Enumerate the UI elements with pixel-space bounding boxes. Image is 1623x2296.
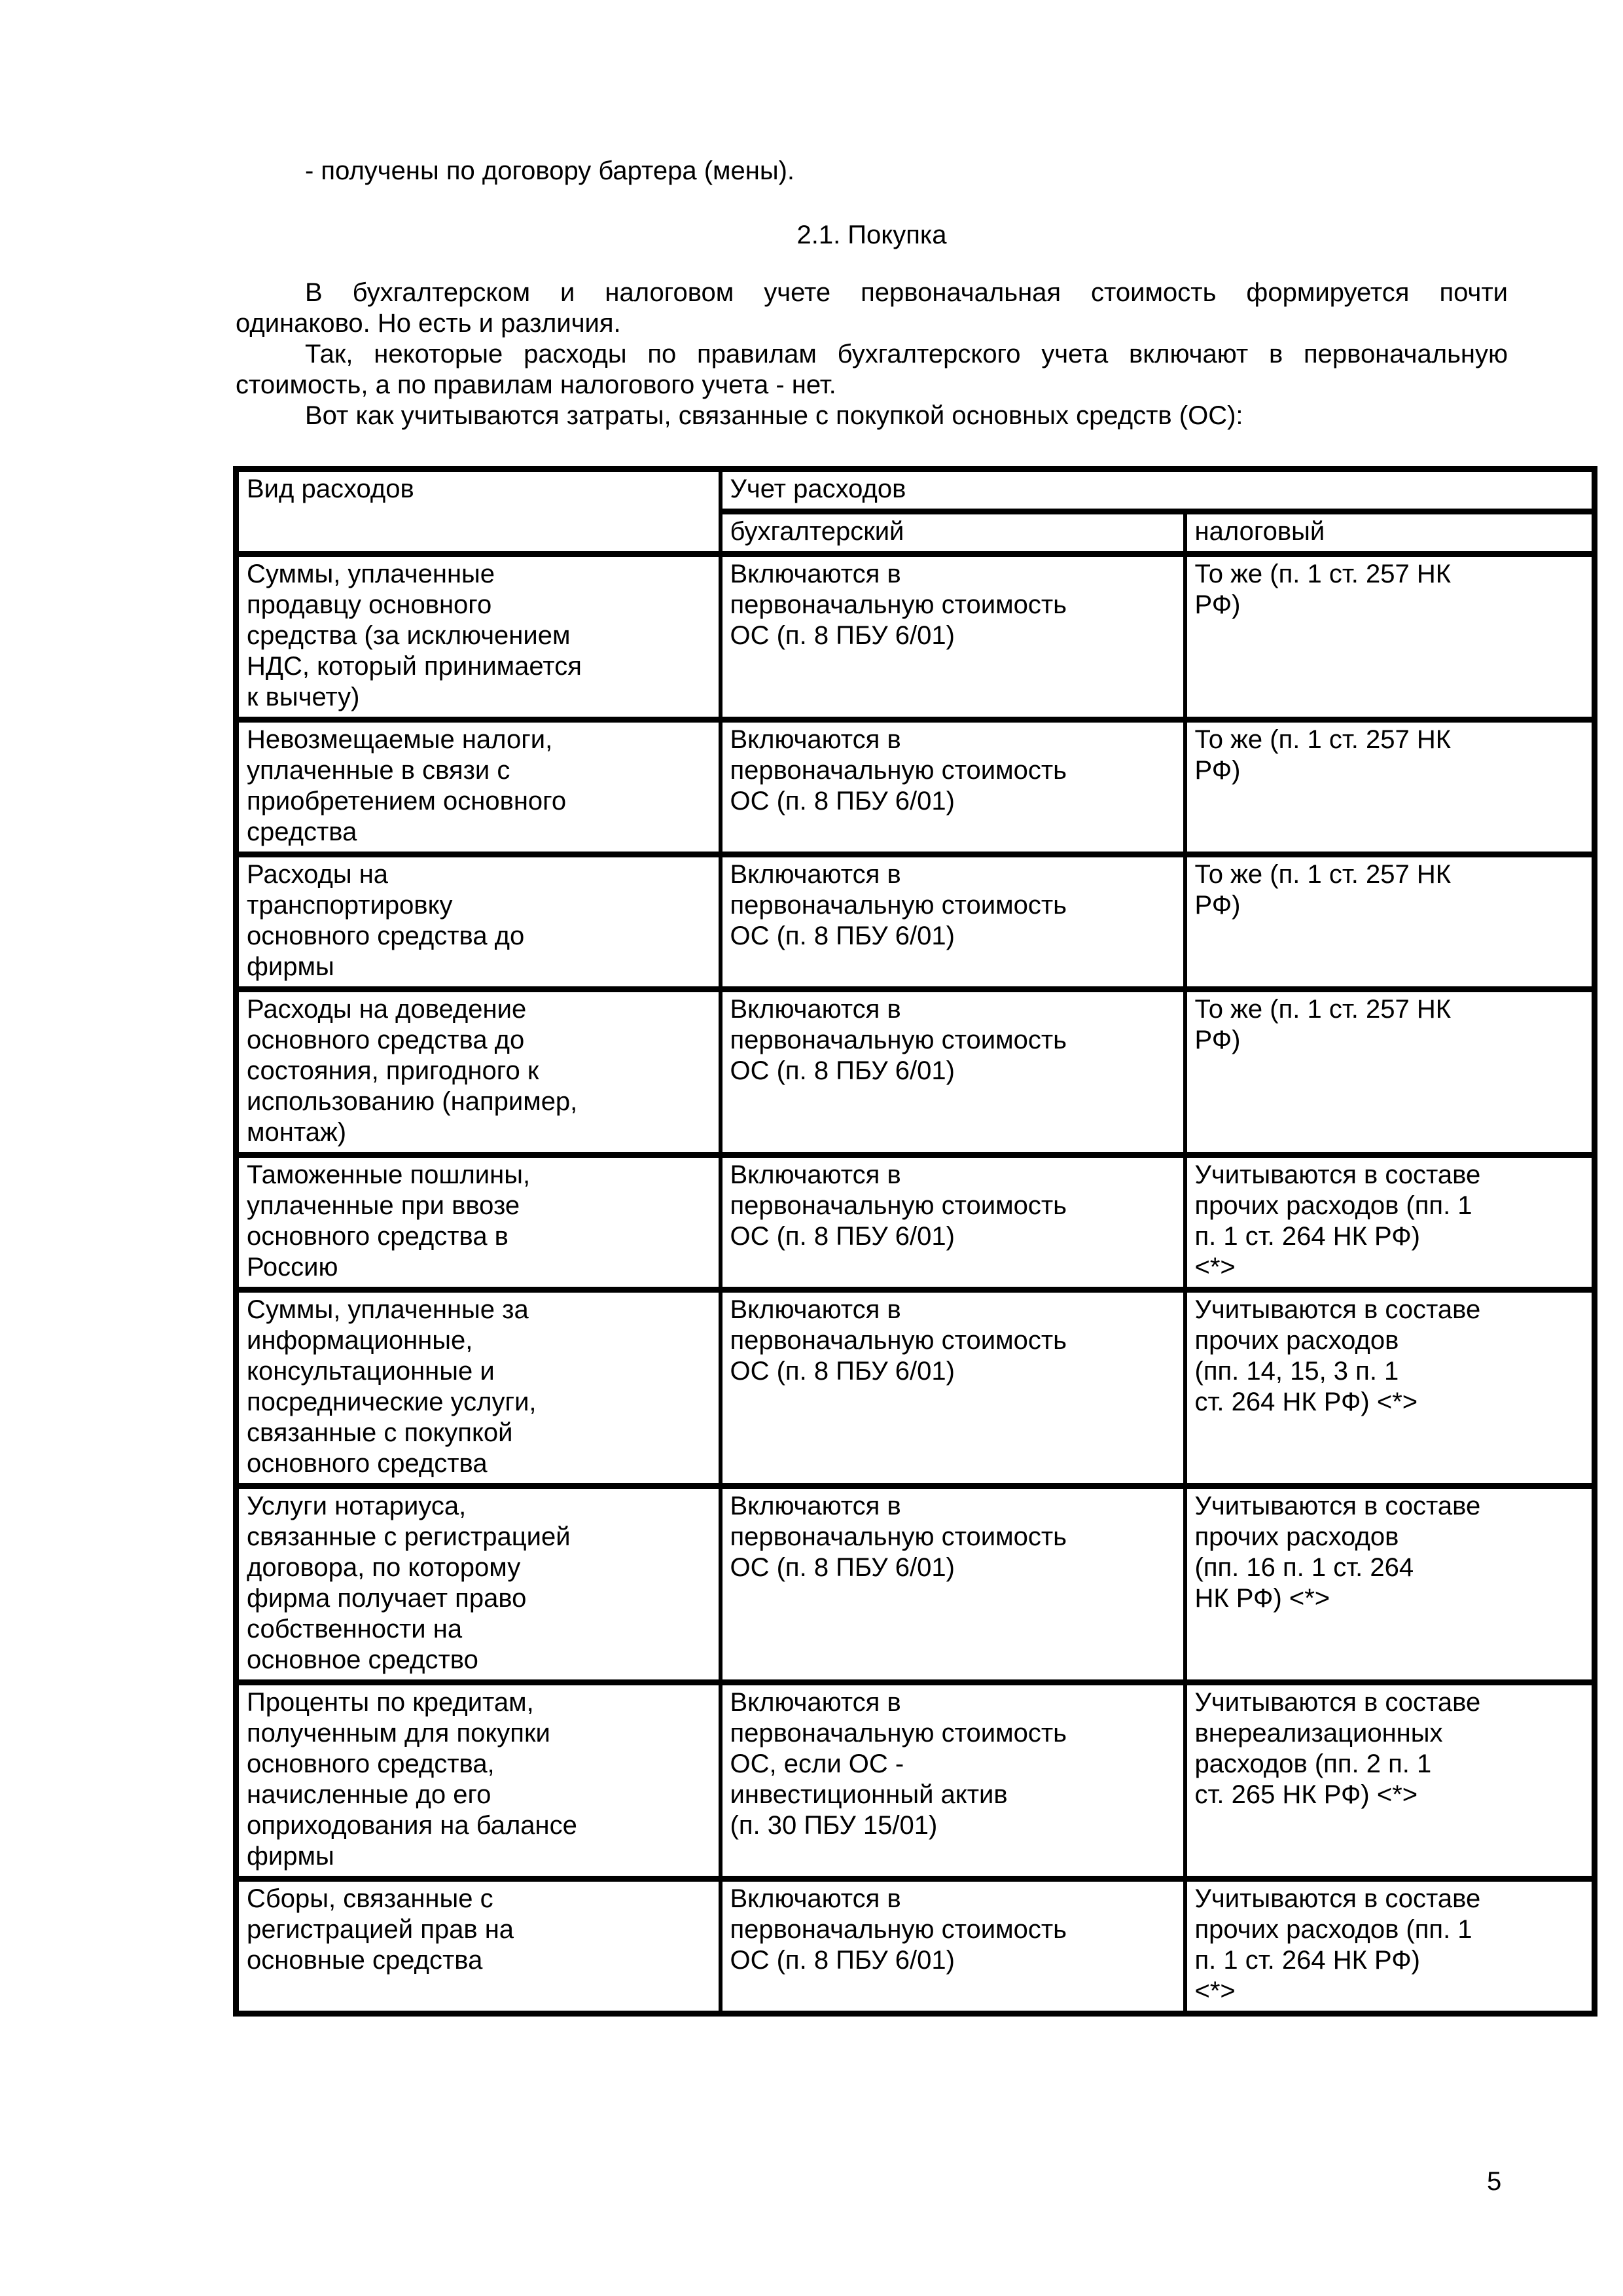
paragraph-line: одинаково. Но есть и различия. <box>236 309 621 338</box>
cell-tax-treatment: Учитываются в составе внереализационных … <box>1183 1679 1597 1882</box>
paragraph-line: стоимость, а по правилам налогового учет… <box>236 370 836 399</box>
body-paragraphs: В бухгалтерском и налоговом учете первон… <box>236 278 1508 431</box>
table-row: Расходы на доведение основного средства … <box>234 986 1597 1158</box>
cell-tax-treatment: То же (п. 1 ст. 257 НК РФ) <box>1183 717 1597 857</box>
cell-accounting-treatment: Включаются в первоначальную стоимость ОС… <box>718 852 1187 992</box>
cell-expense: Суммы, уплаченные за информационные, кон… <box>234 1287 722 1489</box>
paragraph-line: Вот как учитываются затраты, связанные с… <box>305 401 1243 430</box>
cell-tax-treatment: То же (п. 1 ст. 257 НК РФ) <box>1183 551 1597 723</box>
table-subheader-row: бухгалтерский налоговый <box>236 509 1597 557</box>
cell-accounting-treatment: Включаются в первоначальную стоимость ОС… <box>718 717 1187 857</box>
table-row: Расходы на транспортировку основного сре… <box>234 852 1597 992</box>
header-cell-accounting: бухгалтерский <box>718 509 1187 557</box>
cell-expense: Невозмещаемые налоги, уплаченные в связи… <box>234 717 722 857</box>
bullet-line: - получены по договору бартера (мены). <box>305 156 795 185</box>
cell-tax-treatment: Учитываются в составе прочих расходов (п… <box>1183 1152 1597 1293</box>
cell-accounting-treatment: Включаются в первоначальную стоимость ОС… <box>718 1152 1187 1293</box>
cell-tax-treatment: То же (п. 1 ст. 257 НК РФ) <box>1183 852 1597 992</box>
cell-expense: Услуги нотариуса, связанные с регистраци… <box>234 1483 722 1685</box>
table-row: Услуги нотариуса, связанные с регистраци… <box>234 1483 1597 1685</box>
header-cell-tax: налоговый <box>1183 509 1597 557</box>
cell-expense: Расходы на доведение основного средства … <box>234 986 722 1158</box>
cell-expense: Расходы на транспортировку основного сре… <box>234 852 722 992</box>
cell-tax-treatment: Учитываются в составе прочих расходов (п… <box>1183 1876 1597 2017</box>
table-row: Таможенные пошлины, уплаченные при ввозе… <box>234 1152 1597 1293</box>
cell-accounting-treatment: Включаются в первоначальную стоимость ОС… <box>718 1876 1187 2017</box>
cell-accounting-treatment: Включаются в первоначальную стоимость ОС… <box>718 1287 1187 1489</box>
cell-accounting-treatment: Включаются в первоначальную стоимость ОС… <box>718 986 1187 1158</box>
expenses-table: Вид расходов Учет расходов бухгалтерский… <box>233 466 1597 2017</box>
cell-accounting-treatment: Включаются в первоначальную стоимость ОС… <box>718 1483 1187 1685</box>
cell-tax-treatment: То же (п. 1 ст. 257 НК РФ) <box>1183 986 1597 1158</box>
paragraph-line: Так, некоторые расходы по правилам бухга… <box>305 340 1508 368</box>
cell-expense: Сборы, связанные с регистрацией прав на … <box>234 1876 722 2017</box>
header-cell-expense-type: Вид расходов <box>234 466 722 557</box>
cell-tax-treatment: Учитываются в составе прочих расходов (п… <box>1183 1287 1597 1489</box>
cell-accounting-treatment: Включаются в первоначальную стоимость ОС… <box>718 1679 1187 1882</box>
header-cell-accounting-group: Учет расходов <box>718 466 1597 514</box>
table-row: Суммы, уплаченные за информационные, кон… <box>234 1287 1597 1489</box>
cell-expense: Проценты по кредитам, полученным для пок… <box>234 1679 722 1882</box>
table-header-row: Вид расходов Учет расходов <box>234 466 1597 557</box>
cell-tax-treatment: Учитываются в составе прочих расходов (п… <box>1183 1483 1597 1685</box>
cell-expense: Таможенные пошлины, уплаченные при ввозе… <box>234 1152 722 1293</box>
cell-expense: Суммы, уплаченные продавцу основного сре… <box>234 551 722 723</box>
table-row: Невозмещаемые налоги, уплаченные в связи… <box>234 717 1597 857</box>
paragraph-line: В бухгалтерском и налоговом учете первон… <box>305 278 1508 307</box>
table-row: Проценты по кредитам, полученным для пок… <box>234 1679 1597 1882</box>
cell-accounting-treatment: Включаются в первоначальную стоимость ОС… <box>718 551 1187 723</box>
section-title: 2.1. Покупка <box>796 221 947 249</box>
page-number: 5 <box>1487 2167 1502 2196</box>
table-row: Сборы, связанные с регистрацией прав на … <box>234 1876 1597 2017</box>
table-row: Суммы, уплаченные продавцу основного сре… <box>234 551 1597 723</box>
